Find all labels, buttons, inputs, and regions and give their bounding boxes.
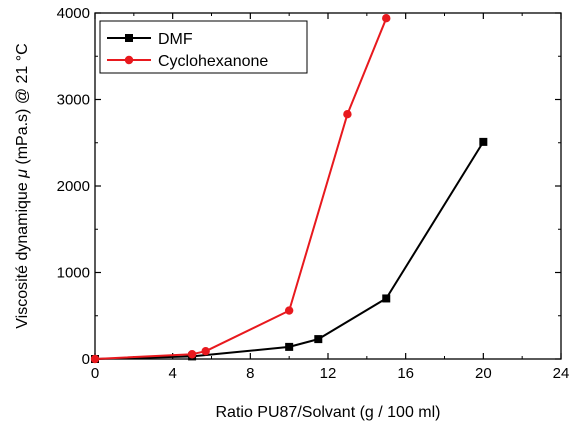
legend-items: DMF Cyclohexanone bbox=[107, 31, 268, 70]
legend-box bbox=[99, 20, 308, 74]
data-point bbox=[343, 110, 352, 119]
y-tick-label: 2000 bbox=[57, 178, 90, 195]
data-point bbox=[90, 354, 100, 364]
data-point bbox=[382, 13, 391, 23]
legend-label: Cyclohexanone bbox=[158, 53, 268, 70]
series-line bbox=[94, 17, 388, 360]
x-tick-label: 24 bbox=[553, 365, 570, 382]
data-point bbox=[285, 342, 294, 351]
x-tick-label: 12 bbox=[320, 365, 337, 382]
data-point bbox=[187, 350, 197, 359]
x-axis-ticks: 0 4 8 12 16 20 24 bbox=[91, 13, 570, 382]
x-tick-label: 20 bbox=[475, 365, 492, 382]
series-line bbox=[94, 141, 485, 360]
x-tick-label: 4 bbox=[168, 365, 176, 382]
y-tick-label: 4000 bbox=[57, 5, 90, 22]
data-point bbox=[314, 335, 323, 344]
data-point bbox=[479, 137, 488, 146]
y-tick-label: 0 bbox=[82, 351, 90, 368]
y-tick-label: 1000 bbox=[57, 265, 90, 282]
y-axis-label-prefix: Viscosité dynamique bbox=[14, 178, 31, 329]
legend-label: DMF bbox=[158, 31, 193, 48]
y-axis-label: Viscosité dynamique μ (mPa.s) @ 21 °C bbox=[14, 43, 31, 328]
series-cyclohexanone bbox=[90, 13, 391, 364]
y-axis-label-symbol: μ bbox=[14, 169, 31, 179]
legend-item: Cyclohexanone bbox=[107, 53, 268, 70]
data-point bbox=[382, 294, 391, 303]
legend: DMF Cyclohexanone bbox=[99, 20, 308, 74]
x-tick-label: 0 bbox=[91, 365, 99, 382]
legend-item: DMF bbox=[107, 31, 193, 48]
legend-marker bbox=[124, 55, 134, 65]
x-tick-label: 16 bbox=[397, 365, 414, 382]
x-axis-label: Ratio PU87/Solvant (g / 100 ml) bbox=[216, 404, 441, 421]
y-axis-ticks: 0 1000 2000 3000 4000 bbox=[57, 5, 561, 368]
legend-marker bbox=[125, 34, 133, 42]
series-layer bbox=[90, 13, 488, 364]
data-point bbox=[201, 347, 210, 356]
y-axis-label-suffix: (mPa.s) @ 21 °C bbox=[14, 43, 31, 169]
x-tick-label: 8 bbox=[246, 365, 254, 382]
y-tick-label: 3000 bbox=[57, 92, 90, 109]
data-point bbox=[284, 306, 294, 315]
